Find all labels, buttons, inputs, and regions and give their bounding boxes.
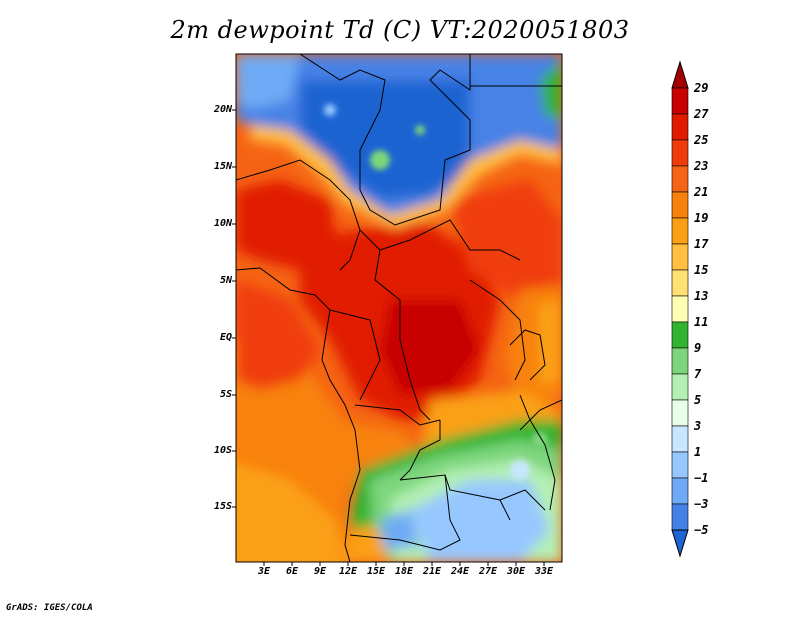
colorbar-label: 17 [694, 237, 709, 251]
colorbar-label: 23 [694, 159, 709, 173]
lat-label-15s: 15S [213, 501, 232, 512]
grads-credit: GrADS: IGES/COLA [6, 603, 93, 613]
colorbar-label: 3 [694, 419, 702, 433]
lon-label-18e: 18E [394, 566, 414, 577]
lat-label-5n: 5N [219, 275, 232, 286]
borders [236, 54, 562, 562]
colorbar-swatch [671, 321, 689, 349]
colorbar-swatch [671, 347, 689, 375]
colorbar-label: −1 [694, 471, 709, 485]
lon-label-24e: 24E [450, 566, 470, 577]
lat-label-5s: 5S [219, 389, 232, 400]
lat-label-10s: 10S [213, 445, 232, 456]
lon-label-6e: 6E [285, 566, 299, 577]
lon-label-27e: 27E [478, 566, 498, 577]
colorbar-label: 1 [694, 445, 702, 459]
lon-label-9e: 9E [313, 566, 327, 577]
colorbar-label: 9 [694, 341, 702, 355]
colorbar-swatch [671, 165, 689, 193]
colorbar-swatch [671, 139, 689, 167]
colorbar-label: 11 [694, 315, 709, 329]
colorbar-label: 25 [694, 133, 709, 147]
colorbar-label: −5 [694, 523, 709, 537]
colorbar-swatch [671, 269, 689, 297]
colorbar-swatch [671, 243, 689, 271]
lon-label-12e: 12E [338, 566, 358, 577]
colorbar-swatch [671, 399, 689, 427]
colorbar-swatch [671, 295, 689, 323]
lon-label-30e: 30E [506, 566, 526, 577]
colorbar-label: 21 [694, 185, 709, 199]
colorbar-swatch [671, 451, 689, 479]
lat-label-15n: 15N [213, 161, 232, 172]
colorbar-label: 19 [694, 211, 709, 225]
colorbar-top-arrow [671, 60, 689, 89]
lon-label-15e: 15E [366, 566, 386, 577]
map-frame [235, 53, 563, 563]
colorbar-label: 27 [694, 107, 709, 121]
colorbar-swatch [671, 425, 689, 453]
colorbar-swatch [671, 477, 689, 505]
lat-label-eq: EQ [219, 332, 232, 343]
colorbar-swatch [671, 191, 689, 219]
colorbar-label: 7 [694, 367, 702, 381]
colorbar-label: 13 [694, 289, 709, 303]
colorbar [671, 60, 689, 558]
colorbar-swatch [671, 87, 689, 115]
lat-label-10n: 10N [213, 218, 232, 229]
lon-label-3e: 3E [257, 566, 271, 577]
lon-label-21e: 21E [422, 566, 442, 577]
colorbar-label: 15 [694, 263, 709, 277]
lat-label-20n: 20N [213, 104, 232, 115]
colorbar-swatch [671, 503, 689, 531]
colorbar-label: 29 [694, 81, 709, 95]
colorbar-swatch [671, 373, 689, 401]
colorbar-swatch [671, 217, 689, 245]
chart-title: 2m dewpoint Td (C) VT:2020051803 [170, 16, 630, 44]
colorbar-swatch [671, 113, 689, 141]
colorbar-label: −3 [694, 497, 709, 511]
colorbar-bottom-arrow [671, 529, 689, 558]
lon-label-33e: 33E [534, 566, 554, 577]
colorbar-label: 5 [694, 393, 702, 407]
tick-marks [232, 109, 545, 566]
